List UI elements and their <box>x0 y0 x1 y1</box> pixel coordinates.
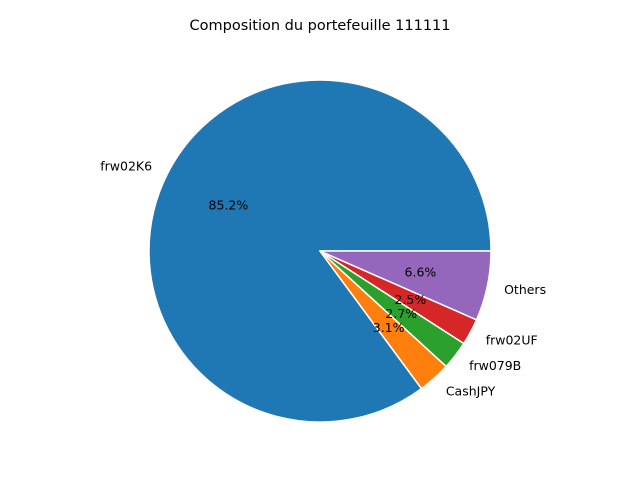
pie-slice-others <box>319 250 492 321</box>
slice-label-frw079b: frw079B <box>469 358 521 373</box>
pct-label-frw02uf: 2.5% <box>395 292 427 307</box>
pct-label-frw02k6: 85.2% <box>209 197 249 212</box>
pie-slice-frw02k6 <box>148 79 492 423</box>
pct-label-cashjpy: 3.1% <box>373 320 405 335</box>
pie-labels: frw02K6 85.2% CashJPY 3.1% frw079B 2.7% frw02U… <box>100 159 546 399</box>
chart-title: Composition du portefeuille 111111 <box>190 18 451 34</box>
pct-label-others: 6.6% <box>405 265 437 280</box>
pct-label-frw079b: 2.7% <box>385 306 417 321</box>
slice-label-frw02k6: frw02K6 <box>100 159 152 174</box>
slice-label-others: Others <box>504 282 546 297</box>
slice-label-cashjpy: CashJPY <box>446 383 496 398</box>
pie-slices <box>148 79 492 423</box>
slice-label-frw02uf: frw02UF <box>486 332 538 347</box>
